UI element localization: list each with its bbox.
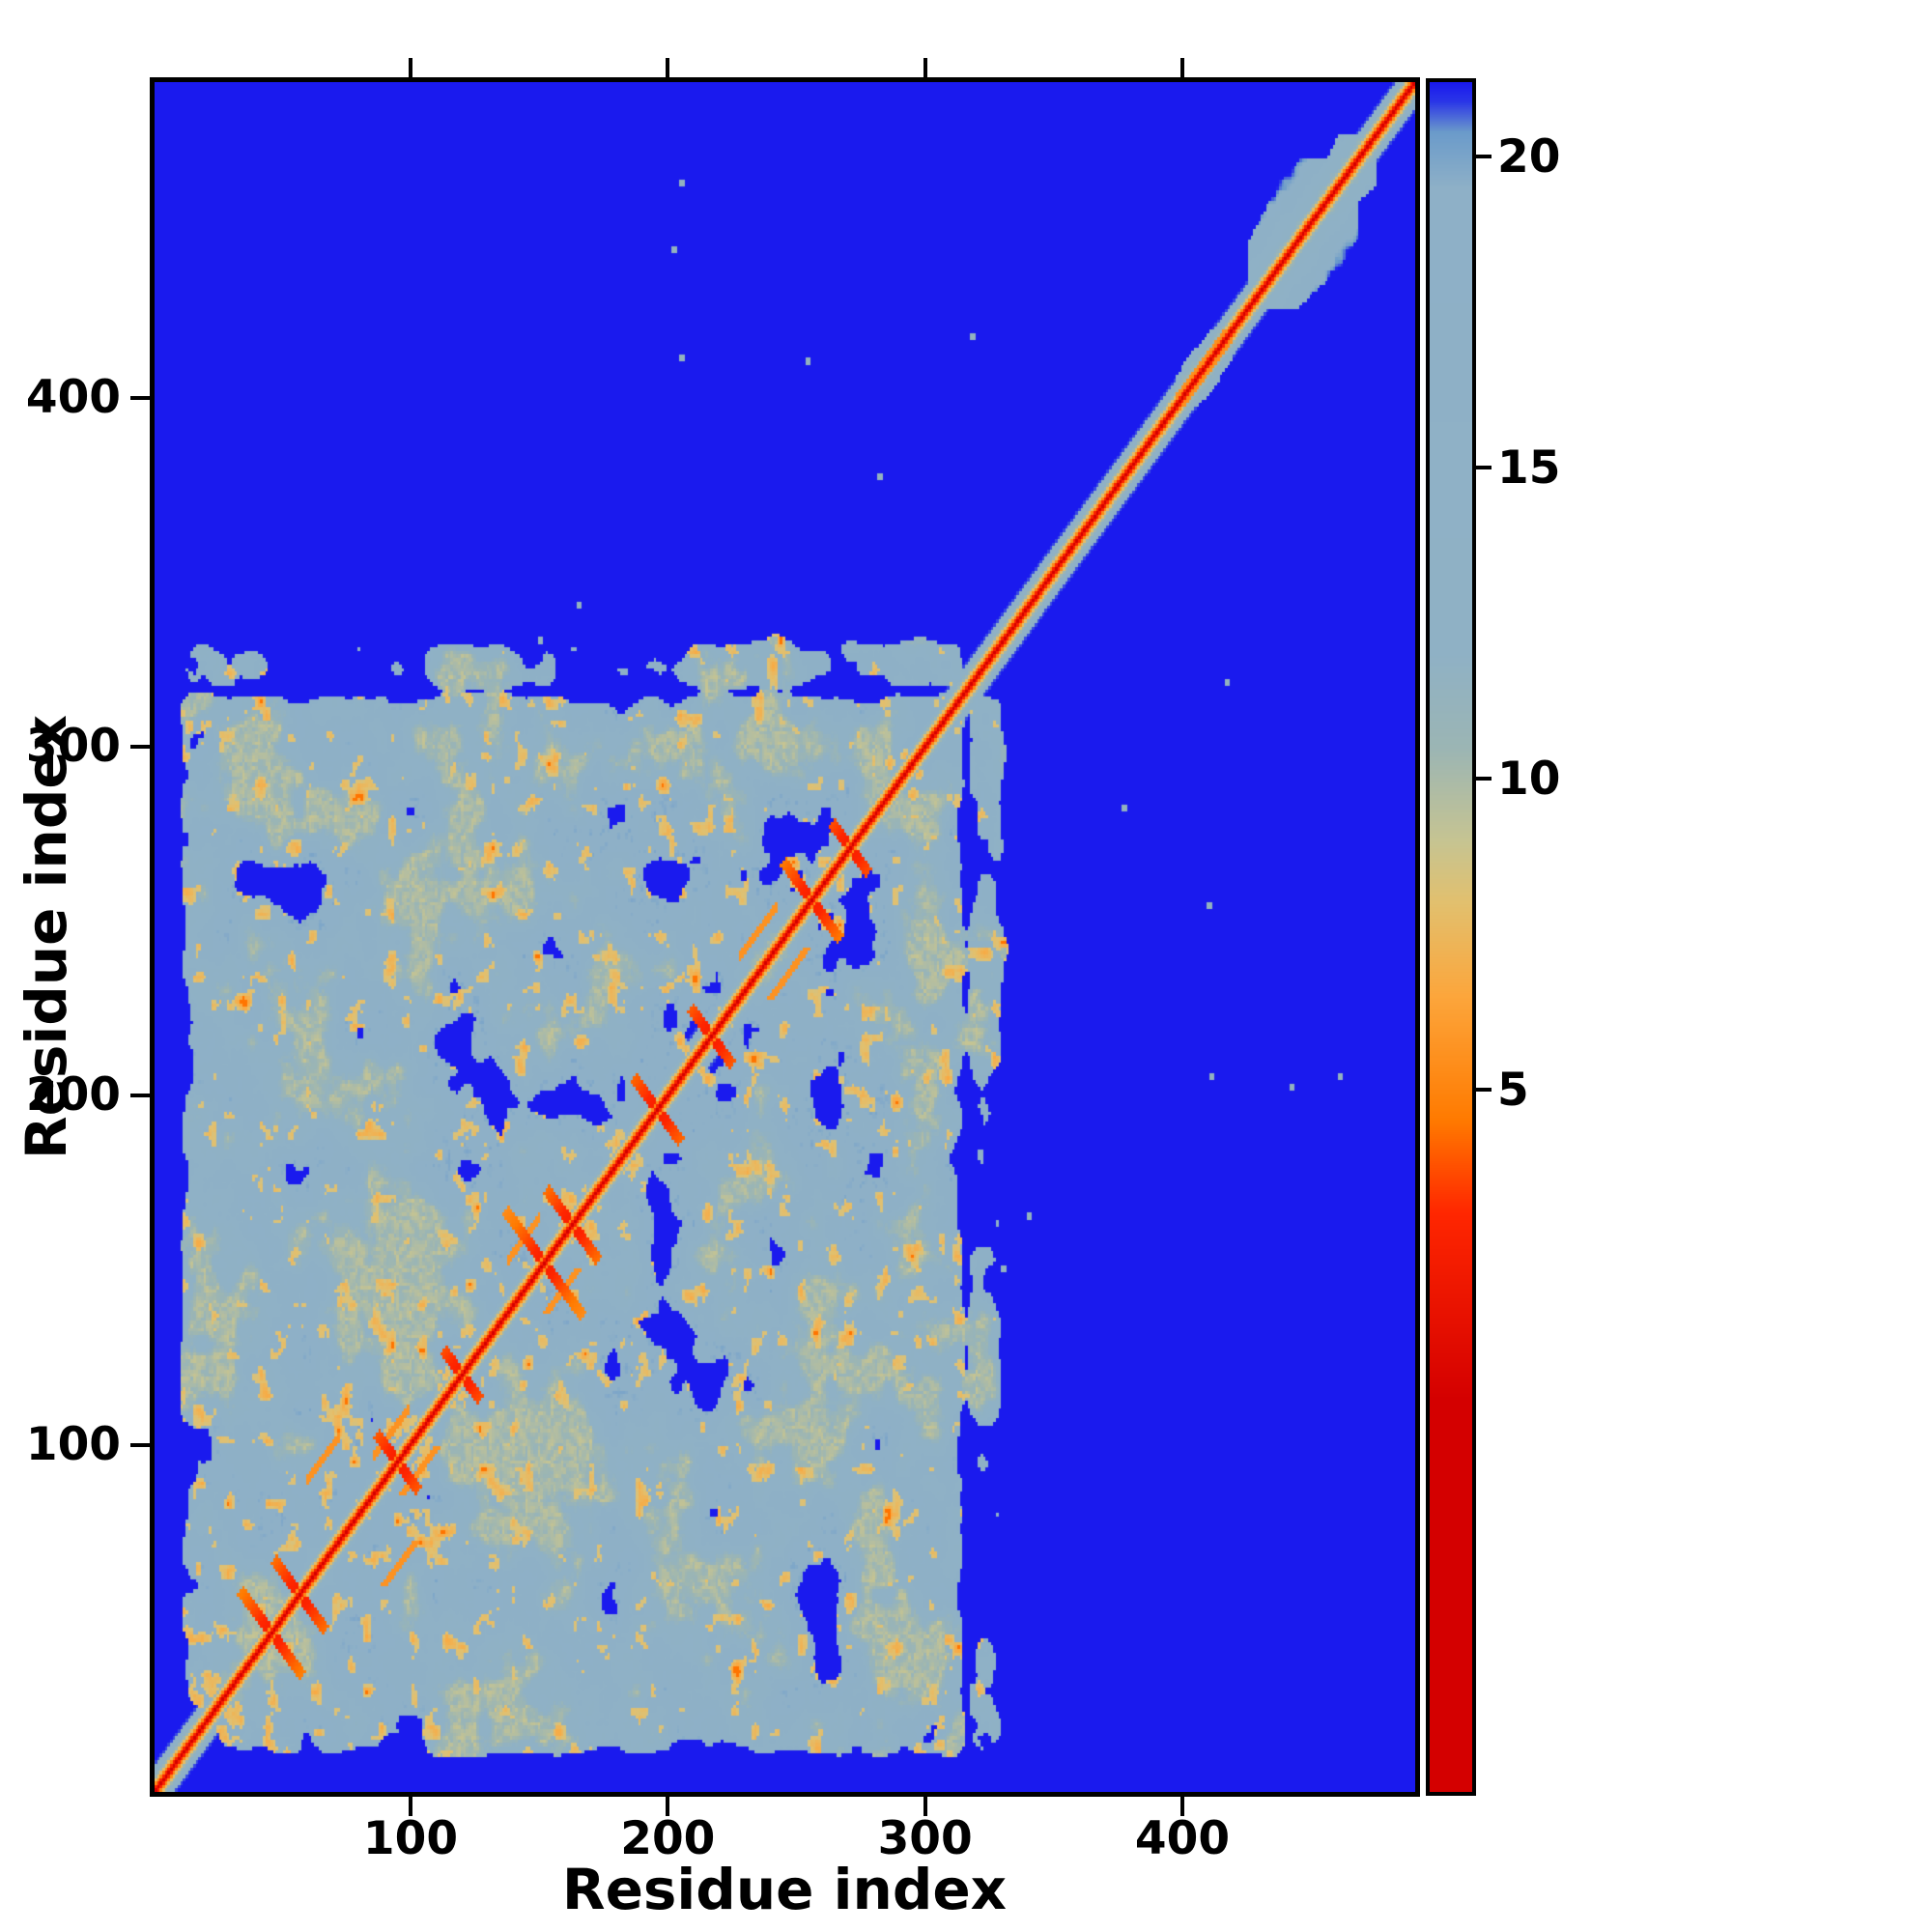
colorbar-tick-label: 15 bbox=[1497, 441, 1561, 496]
colorbar-tick-label: 10 bbox=[1497, 752, 1561, 806]
x-axis-title: Residue index bbox=[561, 1857, 1008, 1922]
colorbar bbox=[1426, 78, 1476, 1796]
heatmap-panel bbox=[150, 77, 1420, 1797]
x-tick-label: 300 bbox=[877, 1812, 973, 1865]
y-tick-mark bbox=[130, 395, 150, 400]
colorbar-tick-mark bbox=[1476, 155, 1492, 159]
x-tick-label: 200 bbox=[620, 1812, 716, 1865]
y-tick-label: 200 bbox=[25, 1068, 121, 1122]
x-tick-mark-top bbox=[666, 58, 670, 77]
heatmap-canvas bbox=[155, 82, 1415, 1792]
y-tick-label: 100 bbox=[25, 1417, 121, 1471]
colorbar-tick-mark bbox=[1476, 1087, 1492, 1092]
colorbar-tick-label: 5 bbox=[1497, 1063, 1529, 1117]
y-tick-mark bbox=[130, 1094, 150, 1098]
x-tick-mark-top bbox=[923, 58, 927, 77]
colorbar-tick-mark bbox=[1476, 466, 1492, 470]
x-tick-mark-top bbox=[1179, 58, 1184, 77]
x-tick-mark bbox=[408, 1797, 412, 1816]
y-axis-title: Residue index bbox=[14, 714, 79, 1160]
x-tick-mark bbox=[666, 1797, 670, 1816]
colorbar-tick-mark bbox=[1476, 776, 1492, 781]
x-tick-label: 400 bbox=[1134, 1812, 1231, 1865]
x-tick-mark bbox=[923, 1797, 927, 1816]
colorbar-canvas bbox=[1430, 82, 1472, 1792]
x-tick-mark bbox=[1179, 1797, 1184, 1816]
y-tick-label: 300 bbox=[25, 720, 121, 774]
y-tick-mark bbox=[130, 745, 150, 750]
y-tick-label: 400 bbox=[25, 370, 121, 424]
colorbar-tick-label: 20 bbox=[1497, 130, 1561, 185]
x-tick-label: 100 bbox=[362, 1812, 459, 1865]
x-tick-mark-top bbox=[408, 58, 412, 77]
y-tick-mark bbox=[130, 1442, 150, 1447]
